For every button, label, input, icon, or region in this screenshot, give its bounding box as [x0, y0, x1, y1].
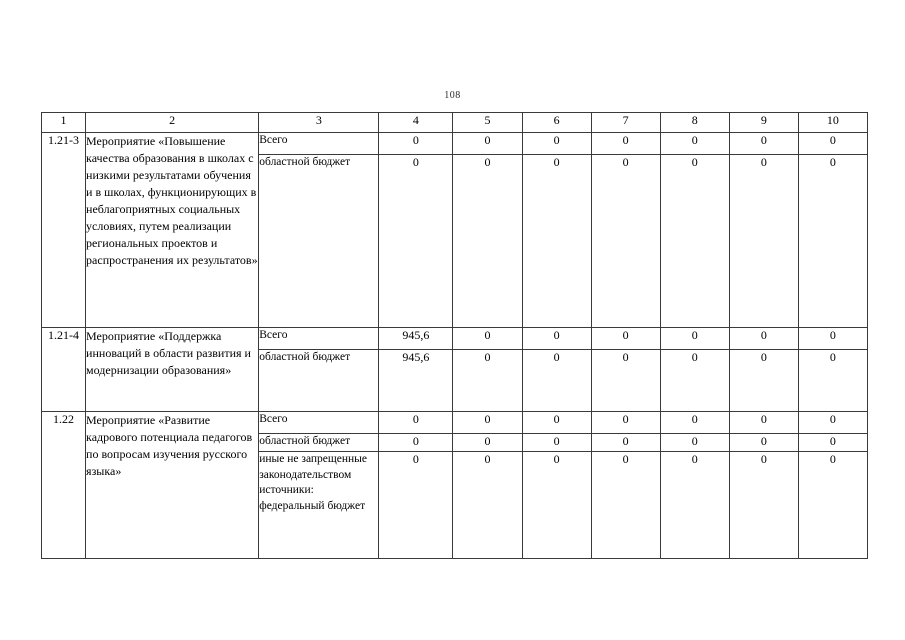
value-cell: 0 — [590, 349, 661, 412]
value-cell: 0 — [797, 327, 869, 350]
table-row: иные не запрещенные законодательством ис… — [42, 451, 869, 559]
value-cell: 0 — [452, 411, 523, 434]
value-cell: 0 — [797, 433, 869, 452]
value-cell: 0 — [797, 451, 869, 559]
column-header-9: 9 — [728, 112, 799, 133]
value-cell: 0 — [728, 433, 799, 452]
column-header-7: 7 — [590, 112, 661, 133]
value-cell: 0 — [521, 411, 592, 434]
value-cell: 0 — [728, 154, 799, 328]
value-cell: 0 — [797, 411, 869, 434]
value-cell: 0 — [521, 433, 592, 452]
value-cell: 0 — [378, 154, 454, 328]
value-cell: 0 — [659, 451, 730, 559]
table-row: областной бюджет 0 0 0 0 0 0 0 — [42, 154, 869, 328]
value-cell: 0 — [521, 154, 592, 328]
table-row: 1.21-3 Мероприятие «Повышение качества о… — [40, 132, 869, 328]
column-header-2: 2 — [85, 112, 260, 133]
column-header-10: 10 — [797, 112, 869, 133]
value-cell: 0 — [728, 132, 799, 155]
value-cell: 0 — [659, 327, 730, 350]
value-cell: 0 — [452, 327, 523, 350]
value-cell: 0 — [452, 433, 523, 452]
value-cell: 0 — [521, 327, 592, 350]
value-cell: 0 — [728, 411, 799, 434]
source-label: Всего — [258, 132, 380, 155]
value-cell: 0 — [659, 154, 730, 328]
value-cell: 0 — [590, 154, 661, 328]
row-name: Мероприятие «Поддержка инноваций в облас… — [85, 327, 260, 412]
column-header-5: 5 — [452, 112, 523, 133]
column-header-1: 1 — [40, 112, 87, 133]
page-number: 108 — [444, 90, 461, 101]
row-index: 1.21-4 — [40, 327, 87, 412]
source-label: областной бюджет — [258, 433, 380, 452]
table-row: 1.22 Мероприятие «Развитие кадрового пот… — [40, 411, 869, 559]
source-label: областной бюджет — [258, 154, 380, 328]
value-cell: 0 — [521, 451, 592, 559]
value-cell: 0 — [590, 433, 661, 452]
table-row: областной бюджет 945,6 0 0 0 0 0 0 — [42, 349, 869, 412]
value-cell: 0 — [378, 433, 454, 452]
value-cell: 0 — [378, 451, 454, 559]
source-label: иные не запрещенные законодательством ис… — [258, 451, 380, 559]
value-cell: 0 — [378, 411, 454, 434]
value-cell: 945,6 — [378, 327, 454, 350]
value-cell: 0 — [797, 349, 869, 412]
row-name: Мероприятие «Повышение качества образова… — [85, 132, 260, 328]
column-header-3: 3 — [258, 112, 380, 133]
value-cell: 0 — [452, 154, 523, 328]
table-row: 1.21-4 Мероприятие «Поддержка инноваций … — [40, 327, 869, 412]
row-index: 1.21-3 — [40, 132, 87, 328]
budget-table: 1 2 3 4 5 6 7 8 9 10 1.21-3 Мероприятие … — [40, 112, 869, 559]
row-index: 1.22 — [40, 411, 87, 559]
value-cell: 0 — [521, 132, 592, 155]
source-label: Всего — [258, 327, 380, 350]
value-cell: 0 — [659, 349, 730, 412]
value-cell: 0 — [452, 451, 523, 559]
value-cell: 0 — [590, 132, 661, 155]
value-cell: 0 — [797, 132, 869, 155]
column-header-4: 4 — [378, 112, 454, 133]
value-cell: 0 — [378, 132, 454, 155]
table-row: областной бюджет 0 0 0 0 0 0 0 — [42, 433, 869, 452]
column-header-6: 6 — [521, 112, 592, 133]
table-header-row: 1 2 3 4 5 6 7 8 9 10 — [40, 112, 869, 133]
value-cell: 945,6 — [378, 349, 454, 412]
value-cell: 0 — [659, 433, 730, 452]
value-cell: 0 — [728, 451, 799, 559]
row-name: Мероприятие «Развитие кадрового потенциа… — [85, 411, 260, 559]
value-cell: 0 — [452, 132, 523, 155]
value-cell: 0 — [590, 451, 661, 559]
value-cell: 0 — [659, 411, 730, 434]
value-cell: 0 — [590, 327, 661, 350]
column-header-8: 8 — [659, 112, 730, 133]
source-label: Всего — [258, 411, 380, 434]
value-cell: 0 — [452, 349, 523, 412]
value-cell: 0 — [659, 132, 730, 155]
value-cell: 0 — [728, 327, 799, 350]
value-cell: 0 — [521, 349, 592, 412]
value-cell: 0 — [797, 154, 869, 328]
source-label: областной бюджет — [258, 349, 380, 412]
value-cell: 0 — [728, 349, 799, 412]
value-cell: 0 — [590, 411, 661, 434]
